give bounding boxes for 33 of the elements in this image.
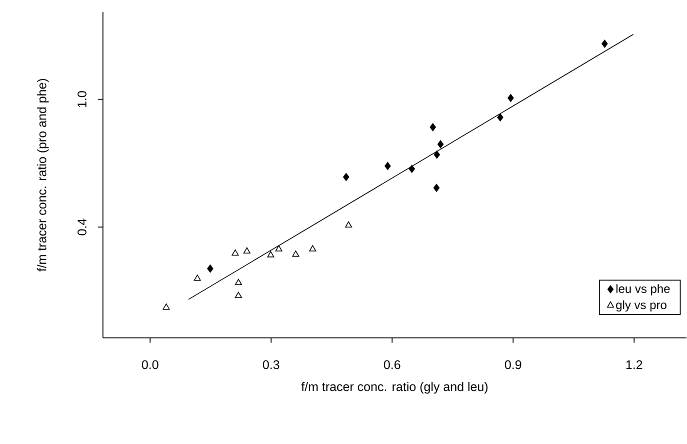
point [497,114,504,122]
point [508,94,514,102]
x-tick-label: 0.3 [262,360,280,370]
point [433,184,440,192]
point [430,123,436,132]
point [309,245,316,252]
point [292,250,300,257]
point [275,245,282,252]
y-tick-label: 1.0 [78,91,86,108]
point [602,40,608,48]
x-tick-label: 0.9 [504,360,522,370]
y-tick-label: 0.4 [78,218,86,236]
x-tick-label: 0.6 [384,360,400,370]
y-axis-title: f/m tracer conc. ratio (pro and phe) [37,79,49,272]
x-tick-label: 0.0 [142,360,158,370]
x-tick-label: 1.2 [626,360,642,370]
point [234,278,242,286]
point [384,162,391,170]
point [232,250,239,256]
legend-label: gly vs pro [616,300,666,312]
point [207,264,214,273]
point [267,251,274,258]
x-axis-title: f/m tracer conc. ratio (gly and leu) [301,382,488,394]
point [234,292,242,298]
point [162,304,170,310]
legend-label: leu vs phe [616,284,670,296]
point [343,173,350,182]
point [194,274,201,281]
point [408,165,415,174]
point [243,247,250,254]
point [345,221,352,228]
point [434,150,440,159]
point [437,140,444,148]
